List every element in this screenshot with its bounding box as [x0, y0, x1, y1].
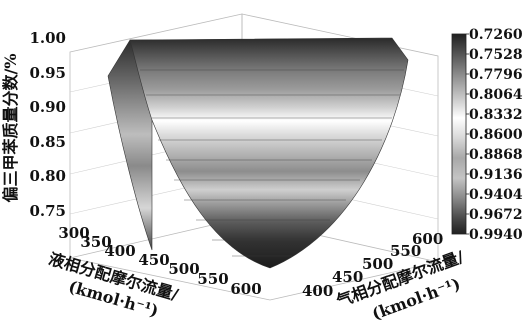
colorbar-tick-label: 0.9672	[469, 207, 523, 223]
colorbar-tick-label: 0.7528	[469, 47, 523, 63]
z-tick: 0.80	[29, 167, 66, 185]
colorbar: 0.7260 0.7528 0.7796 0.8064 0.8332 0.8600 0.88…	[451, 27, 523, 243]
colorbar-tick-label: 0.9940	[469, 227, 523, 243]
x-tick: 600	[230, 280, 261, 298]
colorbar-tick-label: 0.8064	[469, 87, 523, 103]
z-tick: 0.85	[29, 133, 66, 151]
colorbar-tick-label: 0.7260	[469, 27, 523, 43]
z-tick: 0.90	[29, 98, 66, 116]
surface-left-flap	[107, 39, 153, 251]
colorbar-gradient	[451, 33, 467, 235]
surface-main	[129, 37, 409, 269]
colorbar-tick-label: 0.8332	[469, 107, 523, 123]
x-tick: 500	[168, 260, 199, 278]
colorbar-tick-label: 0.8868	[469, 147, 523, 163]
surface	[107, 37, 409, 269]
y-tick: 450	[332, 268, 363, 286]
colorbar-tick-label: 0.9136	[469, 167, 523, 183]
z-axis-label: 偏三甲苯质量分数/%	[1, 53, 20, 202]
x-tick: 400	[104, 242, 135, 260]
colorbar-tick-label: 0.9404	[469, 187, 523, 203]
x-tick: 350	[80, 233, 111, 251]
x-tick: 550	[197, 270, 228, 288]
colorbar-tick-label: 0.7796	[469, 67, 523, 83]
z-axis: 1.00 0.95 0.90 0.85 0.80 0.75 偏三甲苯质量分数/%	[1, 29, 66, 220]
z-tick: 1.00	[29, 29, 66, 47]
x-tick: 450	[138, 251, 169, 269]
x-tick: 300	[58, 224, 89, 242]
y-tick: 550	[390, 242, 421, 260]
y-tick: 500	[362, 255, 393, 273]
colorbar-tick-label: 0.8600	[469, 127, 523, 143]
y-tick: 400	[302, 282, 333, 300]
z-tick: 0.95	[29, 64, 66, 82]
y-tick: 600	[412, 230, 443, 248]
y-axis: 400 450 500 550 600 气相分配摩尔流量/ (kmol·h⁻¹)	[302, 230, 466, 323]
z-tick: 0.75	[29, 202, 66, 220]
